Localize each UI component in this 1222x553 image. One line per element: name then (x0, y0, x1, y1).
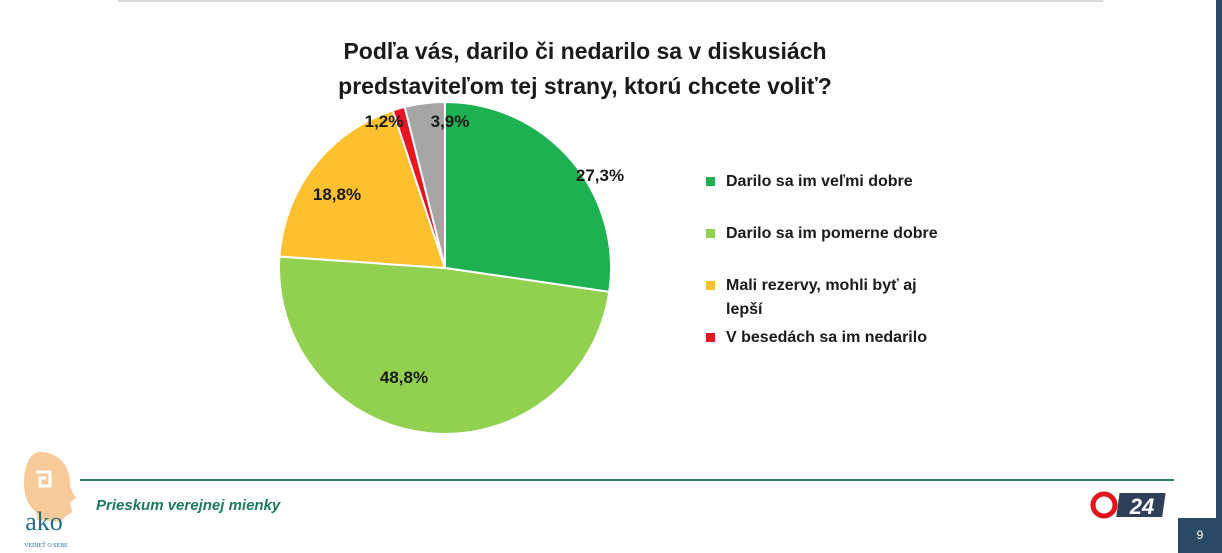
top-divider (118, 0, 1103, 2)
legend-swatch-reserves (706, 281, 715, 290)
legend-label-very-good: Darilo sa im veľmi dobre (726, 173, 913, 190)
legend-label-reserves-line-2: lepší (726, 301, 763, 318)
pie-slice-very-good (444, 100, 612, 294)
pie-slice-not-good (391, 105, 446, 269)
legend-label-not-good: V besedách sa im nedarilo (726, 329, 927, 346)
pie-slice-reserves (278, 109, 447, 270)
ako-logo-text: ako (25, 507, 63, 536)
legend-swatch-not-good (706, 333, 715, 342)
footer-survey-label: Prieskum verejnej mienky (96, 497, 281, 514)
legend-item-very-good: Darilo sa im veľmi dobre (706, 170, 1006, 194)
right-edge-bar (1216, 0, 1222, 518)
page-number: 9 (1178, 518, 1222, 553)
legend-swatch-very-good (706, 177, 715, 186)
pie-slice-other (403, 100, 446, 269)
data-label-fairly-good: 48,8% (380, 368, 428, 387)
ako-tagline: VEDIEŤ O SEBE (24, 541, 68, 549)
page-number-text: 9 (1196, 528, 1204, 542)
chart-title-line-1: Podľa vás, darilo či nedarilo sa v disku… (343, 38, 827, 64)
data-label-not-good: 1,2% (365, 112, 404, 131)
data-label-reserves: 18,8% (313, 185, 361, 204)
footer-divider (80, 479, 1174, 481)
tv-24-logo: 24 (1090, 491, 1166, 519)
ako-logo: ako VEDIEŤ O SEBE (24, 452, 76, 549)
data-label-very-good: 27,3% (576, 166, 624, 185)
legend-swatch-fairly-good (706, 229, 715, 238)
chart-legend: Darilo sa im veľmi dobre Darilo sa im po… (706, 170, 1006, 350)
legend-label-reserves-line-1: Mali rezervy, mohli byť aj (726, 277, 917, 294)
chart-title: Podľa vás, darilo či nedarilo sa v disku… (260, 34, 910, 104)
tv-24-text: 24 (1129, 494, 1154, 519)
legend-item-not-good: V besedách sa im nedarilo (706, 326, 1006, 350)
legend-item-fairly-good: Darilo sa im pomerne dobre (706, 222, 1006, 246)
data-label-other: 3,9% (431, 112, 470, 131)
legend-label-fairly-good: Darilo sa im pomerne dobre (726, 225, 938, 242)
pie-slice-fairly-good (278, 255, 611, 435)
legend-item-reserves: Mali rezervy, mohli byť aj lepší (706, 274, 1006, 322)
chart-title-line-2: predstaviteľom tej strany, ktorú chcete … (338, 73, 832, 99)
